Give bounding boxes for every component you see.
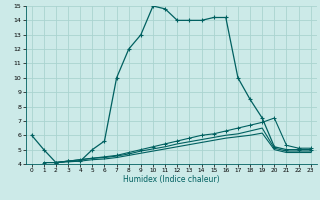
X-axis label: Humidex (Indice chaleur): Humidex (Indice chaleur) [123,175,220,184]
